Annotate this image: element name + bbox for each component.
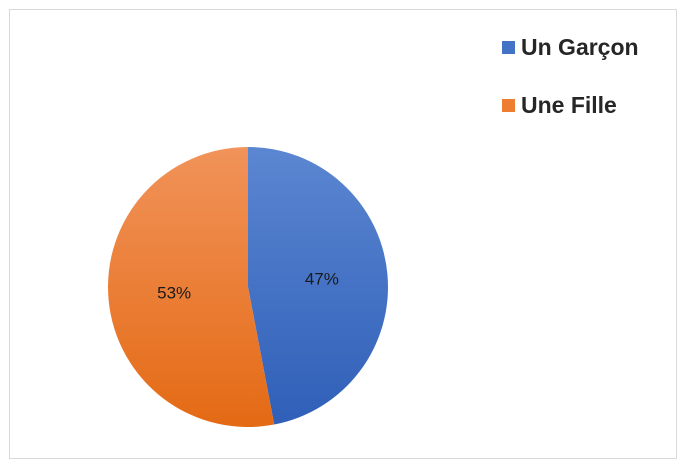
legend-swatch-fille (502, 98, 515, 112)
legend-label-fille: Une Fille (521, 91, 617, 118)
legend-item-fille: Une Fille (502, 92, 639, 118)
legend: Un Garçon Une Fille (502, 34, 639, 150)
legend-swatch-garcon (502, 40, 515, 54)
slice-fille (107, 147, 275, 428)
data-label-fille: 53% (157, 283, 191, 302)
legend-item-garcon: Un Garçon (502, 34, 639, 60)
legend-label-garcon: Un Garçon (521, 33, 639, 60)
data-label-garcon: 47% (305, 270, 339, 289)
slice-garcon (248, 147, 388, 425)
pie-data-labels: 47% 53% (157, 270, 339, 303)
pie-slices (107, 147, 388, 428)
